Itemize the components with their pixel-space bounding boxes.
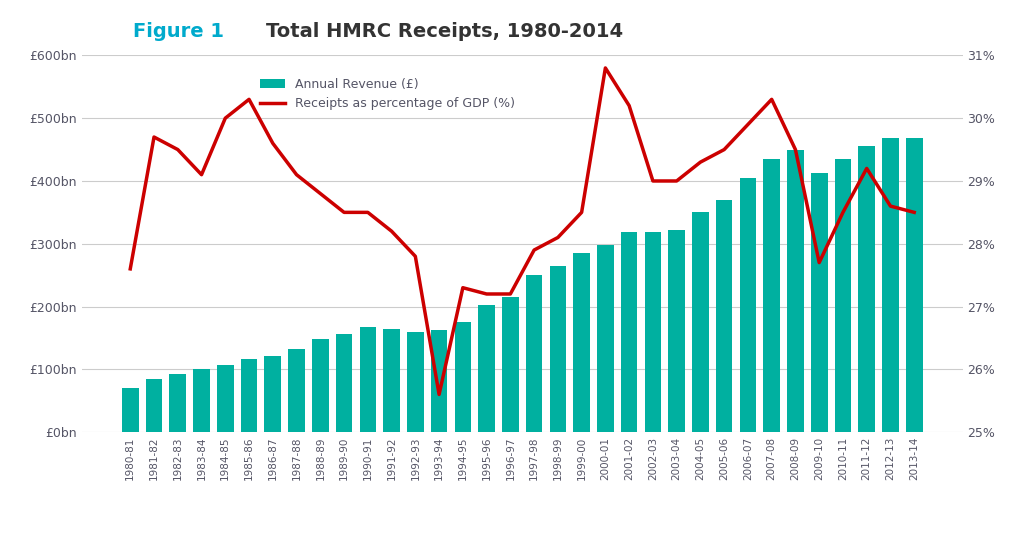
Bar bbox=[383, 329, 400, 432]
Bar bbox=[739, 178, 757, 432]
Bar bbox=[763, 159, 780, 432]
Bar bbox=[502, 297, 519, 432]
Bar bbox=[644, 233, 662, 432]
Bar bbox=[882, 138, 899, 432]
Bar bbox=[858, 146, 876, 432]
Bar bbox=[573, 253, 590, 432]
Text: Total HMRC Receipts, 1980-2014: Total HMRC Receipts, 1980-2014 bbox=[266, 22, 624, 41]
Bar bbox=[835, 159, 851, 432]
Bar bbox=[169, 374, 186, 432]
Bar bbox=[455, 322, 471, 432]
Bar bbox=[692, 212, 709, 432]
Bar bbox=[145, 379, 163, 432]
Bar bbox=[621, 233, 638, 432]
Bar bbox=[716, 200, 732, 432]
Bar bbox=[787, 150, 804, 432]
Bar bbox=[217, 365, 233, 432]
Bar bbox=[669, 230, 685, 432]
Bar bbox=[597, 245, 613, 432]
Bar bbox=[359, 327, 376, 432]
Bar bbox=[811, 173, 827, 432]
Bar bbox=[264, 356, 282, 432]
Text: Figure 1: Figure 1 bbox=[133, 22, 224, 41]
Bar bbox=[407, 332, 424, 432]
Bar bbox=[241, 358, 257, 432]
Bar bbox=[194, 370, 210, 432]
Legend: Annual Revenue (£), Receipts as percentage of GDP (%): Annual Revenue (£), Receipts as percenta… bbox=[256, 73, 520, 115]
Bar bbox=[906, 138, 923, 432]
Bar bbox=[525, 275, 543, 432]
Bar bbox=[431, 330, 447, 432]
Bar bbox=[288, 348, 305, 432]
Bar bbox=[478, 305, 495, 432]
Bar bbox=[550, 266, 566, 432]
Bar bbox=[312, 339, 329, 432]
Bar bbox=[336, 334, 352, 432]
Bar bbox=[122, 388, 138, 432]
